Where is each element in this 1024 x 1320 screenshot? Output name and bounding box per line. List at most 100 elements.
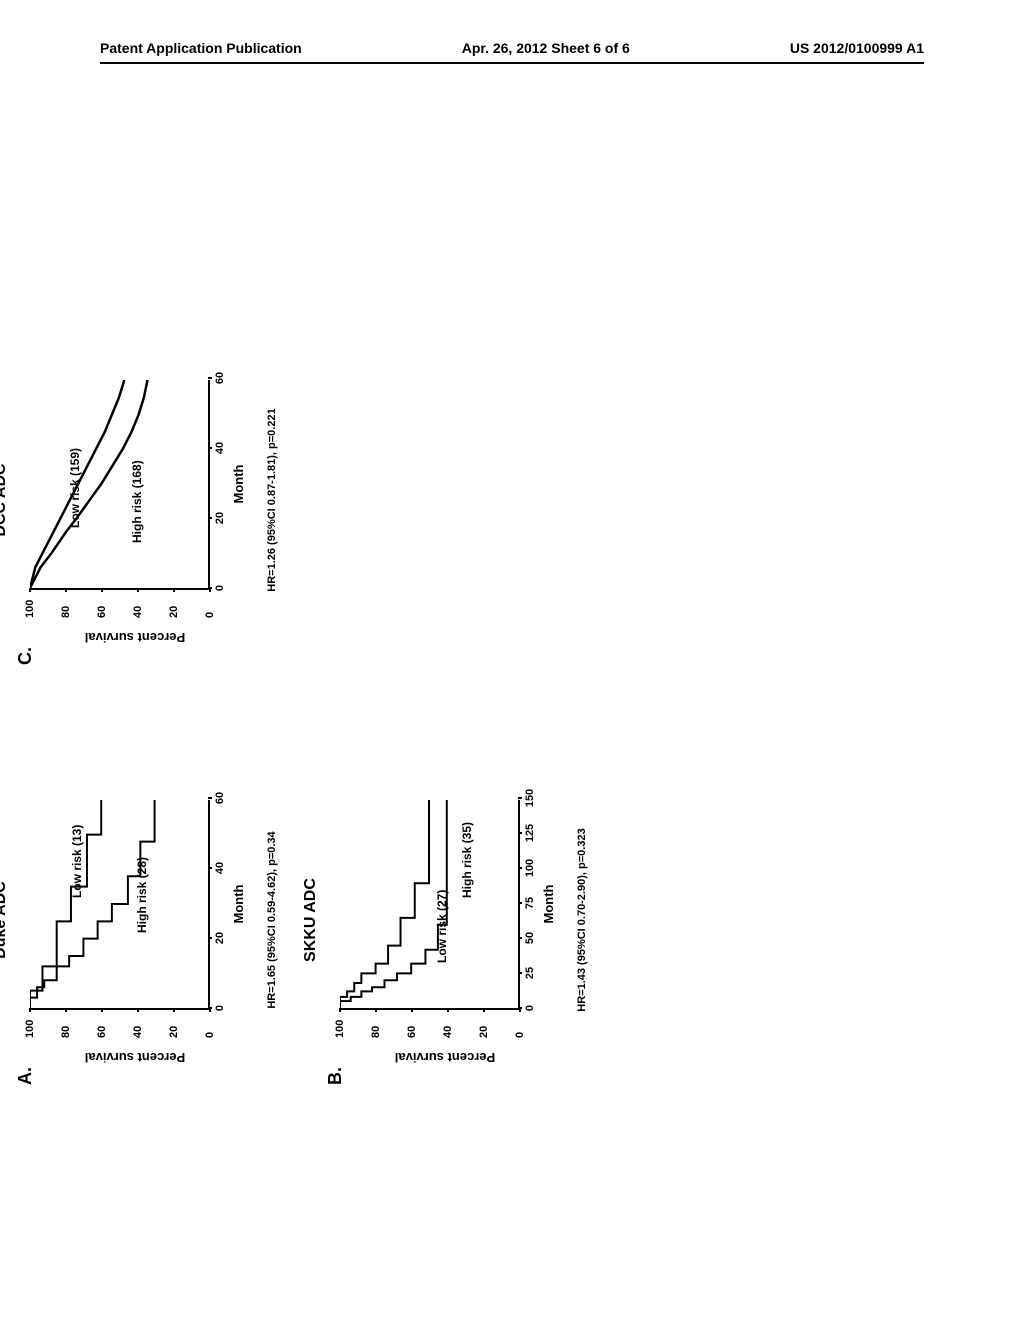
- stats-text-a: HR=1.65 (95%CI 0.59-4.62), p=0.34: [266, 780, 278, 1060]
- y-tick: 0: [204, 1032, 216, 1038]
- x-tick: 100: [524, 859, 536, 877]
- survival-curves-c: [30, 380, 208, 588]
- x-tick-mark: [518, 832, 522, 834]
- x-tick: 0: [524, 1005, 536, 1011]
- x-tick-mark: [518, 972, 522, 974]
- high-risk-label-a: High risk (28): [135, 857, 149, 933]
- plot-area-c: Low risk (159) High risk (168) Month 020…: [30, 380, 210, 590]
- high-risk-label-c: High risk (168): [130, 460, 144, 543]
- header-right: US 2012/0100999 A1: [790, 40, 924, 56]
- y-tick: 40: [132, 606, 144, 618]
- y-tick: 100: [24, 1020, 36, 1038]
- panel-c: C. DCC ADC Percent survival Low risk (15…: [20, 360, 250, 640]
- survival-curves-b: [340, 800, 518, 1008]
- low-risk-label-b: Low risk (27): [435, 890, 449, 963]
- x-tick-mark: [518, 867, 522, 869]
- y-tick-mark: [375, 1008, 377, 1012]
- header-divider: [100, 62, 924, 64]
- y-tick: 60: [96, 1026, 108, 1038]
- x-axis-label-b: Month: [541, 800, 556, 1008]
- x-tick: 40: [214, 442, 226, 454]
- x-tick-mark: [208, 797, 212, 799]
- survival-curves-a: [30, 800, 208, 1008]
- x-tick: 20: [214, 932, 226, 944]
- y-tick: 80: [60, 1026, 72, 1038]
- x-tick: 75: [524, 897, 536, 909]
- panel-title-a: Duke ADC: [0, 780, 10, 1060]
- x-tick: 60: [214, 372, 226, 384]
- y-tick-mark: [65, 1008, 67, 1012]
- low-risk-curve-a: [30, 800, 101, 1008]
- y-tick: 20: [168, 1026, 180, 1038]
- y-tick: 0: [204, 612, 216, 618]
- chart-a: Percent survival Low risk (13) High risk…: [20, 780, 250, 1060]
- y-tick: 100: [24, 600, 36, 618]
- panel-letter-b: B.: [325, 1067, 346, 1085]
- high-risk-curve-b: [340, 800, 447, 1008]
- y-tick: 20: [168, 606, 180, 618]
- chart-b: Percent survival Low risk (27) High risk…: [330, 780, 560, 1060]
- y-tick: 80: [60, 606, 72, 618]
- x-tick-mark: [518, 797, 522, 799]
- y-tick-mark: [447, 1008, 449, 1012]
- x-tick: 50: [524, 932, 536, 944]
- y-tick: 80: [370, 1026, 382, 1038]
- y-tick-mark: [65, 588, 67, 592]
- y-tick-mark: [137, 588, 139, 592]
- x-tick-mark: [208, 867, 212, 869]
- header-left: Patent Application Publication: [100, 40, 302, 56]
- y-tick-mark: [29, 588, 31, 592]
- y-tick-mark: [29, 1008, 31, 1012]
- stats-text-c: HR=1.26 (95%CI 0.87-1.81), p=0.221: [266, 360, 278, 640]
- x-tick-mark: [208, 587, 212, 589]
- plot-area-b: Low risk (27) High risk (35) Month 02040…: [340, 800, 520, 1010]
- y-tick: 40: [442, 1026, 454, 1038]
- x-tick-mark: [518, 937, 522, 939]
- x-tick-mark: [208, 447, 212, 449]
- y-tick-mark: [173, 1008, 175, 1012]
- y-tick: 20: [478, 1026, 490, 1038]
- panel-a: A. Duke ADC Percent survival Low risk (1…: [20, 780, 250, 1060]
- stats-text-b: HR=1.43 (95%CI 0.70-2.90), p=0.323: [576, 780, 588, 1060]
- low-risk-label-a: Low risk (13): [70, 825, 84, 898]
- y-axis-label-b: Percent survival: [395, 1050, 495, 1065]
- x-tick: 25: [524, 967, 536, 979]
- y-tick: 100: [334, 1020, 346, 1038]
- x-tick-mark: [518, 1007, 522, 1009]
- y-axis-label-c: Percent survival: [85, 630, 185, 645]
- y-tick-mark: [173, 588, 175, 592]
- x-tick: 150: [524, 789, 536, 807]
- low-risk-curve-b: [340, 800, 429, 1008]
- y-tick-mark: [137, 1008, 139, 1012]
- y-tick: 0: [514, 1032, 526, 1038]
- x-tick: 20: [214, 512, 226, 524]
- figure-container: Figure 4 A. Duke ADC Percent survival Lo…: [0, 220, 1024, 1120]
- panel-title-c: DCC ADC: [0, 360, 10, 640]
- x-axis-label-c: Month: [231, 380, 246, 588]
- page-header: Patent Application Publication Apr. 26, …: [0, 40, 1024, 56]
- high-risk-label-b: High risk (35): [460, 822, 474, 898]
- y-tick: 60: [406, 1026, 418, 1038]
- x-tick: 0: [214, 1005, 226, 1011]
- x-tick-mark: [208, 1007, 212, 1009]
- x-tick-mark: [518, 902, 522, 904]
- y-axis-label-a: Percent survival: [85, 1050, 185, 1065]
- chart-c: Percent survival Low risk (159) High ris…: [20, 360, 250, 640]
- panel-letter-a: A.: [15, 1067, 36, 1085]
- low-risk-label-c: Low risk (159): [68, 448, 82, 528]
- plot-area-a: Low risk (13) High risk (28) Month 02040…: [30, 800, 210, 1010]
- y-tick: 60: [96, 606, 108, 618]
- x-axis-label-a: Month: [231, 800, 246, 1008]
- x-tick-mark: [208, 937, 212, 939]
- header-center: Apr. 26, 2012 Sheet 6 of 6: [462, 40, 630, 56]
- x-tick-mark: [208, 517, 212, 519]
- x-tick: 40: [214, 862, 226, 874]
- y-tick-mark: [411, 1008, 413, 1012]
- x-tick-mark: [208, 377, 212, 379]
- x-tick: 125: [524, 824, 536, 842]
- y-tick-mark: [101, 588, 103, 592]
- panel-letter-c: C.: [15, 647, 36, 665]
- panel-title-b: SKKU ADC: [302, 780, 320, 1060]
- y-tick-mark: [101, 1008, 103, 1012]
- panel-b: B. SKKU ADC Percent survival Low risk (2…: [330, 780, 560, 1060]
